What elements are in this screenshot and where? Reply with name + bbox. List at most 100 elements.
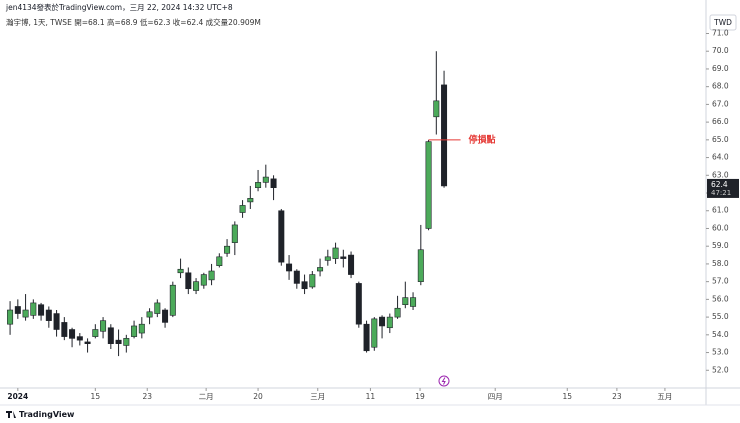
candle-body: [169, 284, 176, 316]
candle-body: [371, 318, 378, 348]
y-tick-label: 63.0: [712, 170, 729, 179]
candle-body: [115, 339, 122, 344]
x-tick-label: 二月: [199, 392, 214, 401]
candle-body: [278, 210, 285, 263]
candle-body: [262, 176, 269, 183]
candle-body: [293, 270, 300, 284]
candle-body: [7, 309, 14, 325]
candle-body: [146, 311, 153, 318]
candle-body: [394, 307, 401, 318]
candle-body: [200, 274, 207, 286]
candle-body: [100, 320, 107, 332]
candle-body: [84, 341, 91, 344]
candle-body: [30, 302, 37, 316]
candle-body: [332, 247, 339, 259]
event-icon[interactable]: [438, 375, 450, 387]
candle-body: [247, 198, 254, 203]
candle-body: [255, 182, 262, 189]
candle-body: [270, 178, 277, 189]
candle-body: [193, 281, 200, 291]
candle-body: [355, 283, 362, 325]
y-tick-label: 55.0: [712, 312, 729, 321]
candle-body: [61, 322, 68, 337]
candle-body: [185, 272, 192, 290]
x-tick-label: 11: [366, 392, 376, 401]
candle-body: [177, 268, 184, 274]
candle-body: [45, 309, 52, 321]
candle-body: [92, 329, 99, 337]
candle-body: [38, 304, 45, 316]
header-title: jen4134發表於TradingView.com，三月 22, 2024 14…: [5, 2, 233, 12]
x-tick-label: 15: [563, 392, 573, 401]
candle-body: [231, 224, 238, 243]
candle-body: [417, 249, 424, 282]
y-tick-label: 71.0: [712, 28, 729, 37]
tv-logo: [6, 411, 16, 418]
y-tick-label: 68.0: [712, 82, 729, 91]
y-tick-label: 66.0: [712, 117, 729, 126]
candle-body: [433, 100, 440, 118]
candle-body: [379, 316, 386, 327]
candle-body: [107, 327, 114, 344]
candle-body: [138, 323, 145, 334]
candle-body: [76, 336, 83, 341]
candle-body: [216, 256, 223, 266]
last-price-label: 62.4: [711, 180, 728, 189]
x-tick-label: 20: [253, 392, 263, 401]
footer-brand: TradingView: [19, 410, 75, 419]
y-tick-label: 58.0: [712, 259, 729, 268]
y-tick-label: 56.0: [712, 294, 729, 303]
y-tick-label: 70.0: [712, 46, 729, 55]
y-tick-label: 67.0: [712, 99, 729, 108]
currency-box[interactable]: [709, 14, 737, 31]
candle-body: [324, 256, 331, 261]
y-tick-label: 52.0: [712, 365, 729, 374]
candle-body: [131, 325, 138, 337]
candle-body: [162, 309, 169, 323]
y-tick-label: 54.0: [712, 330, 729, 339]
candle-body: [309, 274, 316, 288]
candle-body: [286, 263, 293, 272]
candle-body: [363, 323, 370, 352]
candle-body: [402, 297, 409, 305]
x-tick-label: 三月: [310, 392, 325, 401]
candle-body: [224, 245, 231, 254]
candle-body: [340, 256, 347, 259]
candle-body: [123, 338, 130, 346]
x-tick-label: 23: [142, 392, 152, 401]
x-tick-label: 23: [612, 392, 622, 401]
candle-body: [239, 205, 246, 213]
stop-loss-label: 停損點: [469, 133, 496, 145]
countdown-label: 47:21: [711, 189, 731, 197]
y-tick-label: 65.0: [712, 135, 729, 144]
y-tick-label: 69.0: [712, 64, 729, 73]
y-tick-label: 60.0: [712, 223, 729, 232]
candle-body: [22, 309, 29, 318]
y-tick-label: 59.0: [712, 241, 729, 250]
y-tick-label: 61.0: [712, 206, 729, 215]
symbol-info: 瀚宇博, 1天, TWSE 開=68.1 高=68.9 低=62.3 收=62.…: [6, 17, 261, 27]
candle-body: [53, 313, 60, 330]
x-tick-label: 15: [91, 392, 101, 401]
candle-body: [208, 270, 215, 281]
event-bolt: [441, 377, 446, 385]
candle-body: [425, 141, 432, 229]
x-tick-label: 五月: [657, 392, 672, 401]
last-price-box: [707, 178, 739, 198]
y-tick-label: 53.0: [712, 348, 729, 357]
y-tick-label: 57.0: [712, 277, 729, 286]
x-tick-label: 2024: [7, 392, 28, 401]
candle-body: [410, 297, 417, 307]
candle-body: [301, 281, 308, 290]
candle-body: [317, 267, 324, 272]
x-tick-label: 19: [415, 392, 425, 401]
candle-body: [14, 306, 21, 314]
candle-body: [441, 84, 448, 187]
candle-body: [348, 254, 355, 275]
currency[interactable]: TWD: [713, 18, 732, 27]
x-tick-label: 四月: [488, 392, 503, 401]
candle-body: [69, 329, 76, 339]
candle-body: [154, 302, 161, 314]
y-tick-label: 64.0: [712, 153, 729, 162]
